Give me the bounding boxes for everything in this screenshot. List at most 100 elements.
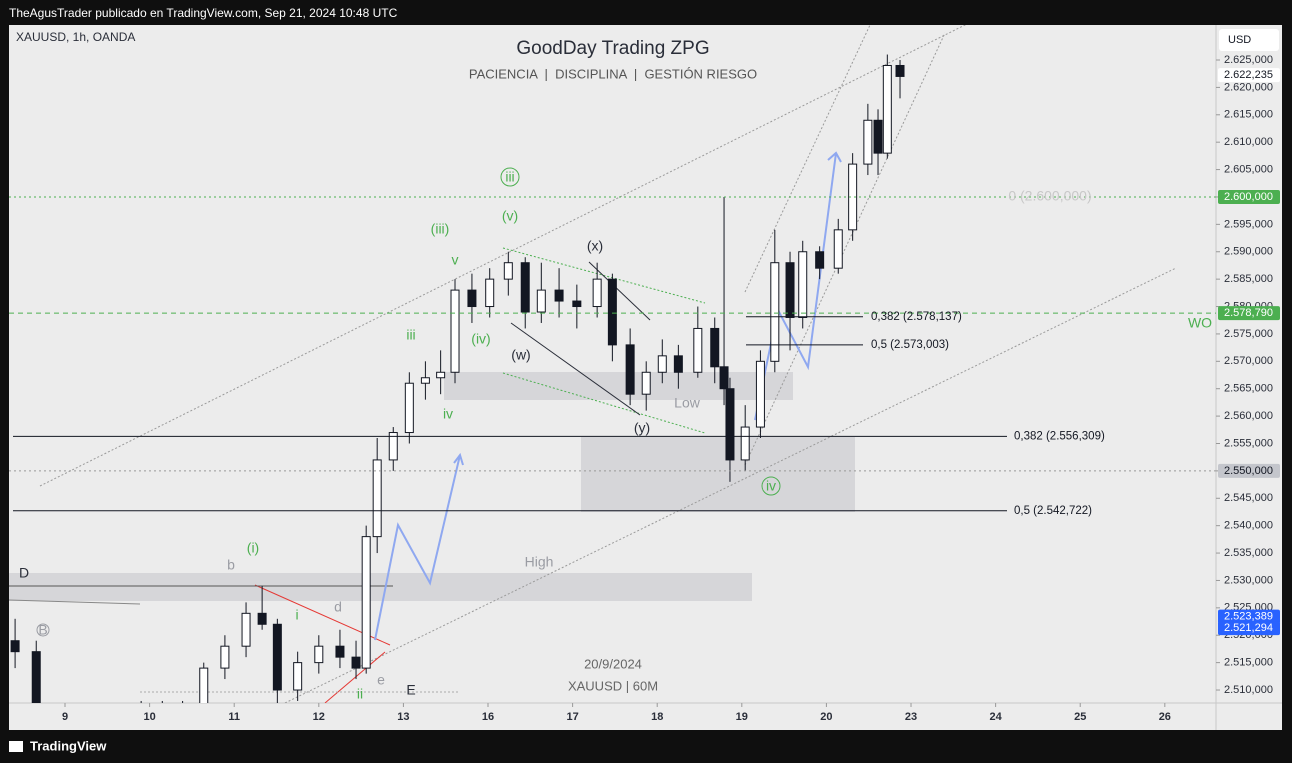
y-tick-label: 2.625,000 <box>1224 54 1273 66</box>
brand: TradingView <box>9 738 107 753</box>
candle-body <box>436 371 446 379</box>
candle-body <box>272 623 282 691</box>
y-tick-label: 2.570,000 <box>1224 355 1273 367</box>
x-tick-label: 18 <box>651 711 663 723</box>
wave-label: E <box>406 682 415 698</box>
candle-body <box>863 119 873 165</box>
candle-body <box>848 163 858 231</box>
chart-subtitle: PACIENCIA | DISCIPLINA | GESTIÓN RIESGO <box>469 66 757 81</box>
x-tick-label: 25 <box>1074 711 1086 723</box>
candle-body <box>815 251 825 269</box>
wave-label: ii <box>357 686 363 702</box>
candle-body <box>420 377 430 384</box>
y-tick-label: 2.510,000 <box>1224 684 1273 696</box>
logo <box>9 741 23 752</box>
wave-label: (y) <box>634 420 650 436</box>
price-label-box <box>1218 463 1280 478</box>
zone <box>9 573 752 601</box>
candle-body <box>719 366 729 390</box>
level-label: WO <box>1188 315 1212 331</box>
level-label: 0 (2.600,000) <box>1008 188 1091 204</box>
y-tick-label: 2.540,000 <box>1224 520 1273 532</box>
price-label: 2.622,235 <box>1224 69 1273 81</box>
candle-body <box>873 119 883 154</box>
y-tick-label: 2.620,000 <box>1224 81 1273 93</box>
candle-body <box>31 651 41 703</box>
wave-label: iv <box>766 478 776 494</box>
currency-box[interactable] <box>1219 29 1279 51</box>
fib-label: 0,382 (2.556,309) <box>1014 430 1105 442</box>
y-tick-label: 2.555,000 <box>1224 437 1273 449</box>
y-tick-label: 2.615,000 <box>1224 109 1273 121</box>
price-label: 2.550,000 <box>1224 465 1273 477</box>
wave-label: (iv) <box>471 331 490 347</box>
wave-label: D <box>19 565 29 581</box>
wave-label: iii <box>505 169 514 185</box>
wave-label: (w) <box>511 347 530 363</box>
candle-body <box>895 64 905 77</box>
candle-body <box>592 278 602 308</box>
x-tick-label: 23 <box>905 711 917 723</box>
annotations: D E (i) b i d ii e iii iv v (iii) (iv) (… <box>19 169 1212 702</box>
price-label-box <box>1218 621 1280 636</box>
y-tick-label: 2.565,000 <box>1224 383 1273 395</box>
price-label: 2.523,389 <box>1224 611 1273 623</box>
x-tick-label: 13 <box>397 711 409 723</box>
candle-body <box>554 289 564 302</box>
candle-body <box>755 360 765 428</box>
wedge-line <box>502 372 706 434</box>
candle-body <box>536 289 546 313</box>
candle-body <box>450 289 460 373</box>
y-tick-label: 2.535,000 <box>1224 547 1273 559</box>
x-tick-label: 17 <box>566 711 578 723</box>
channel-line <box>744 32 946 466</box>
candle-body <box>607 278 617 346</box>
fib-label: 0,5 (2.573,003) <box>871 339 949 351</box>
candle-body <box>388 432 398 461</box>
candle-body <box>785 262 795 318</box>
wave-label: (i) <box>247 540 259 556</box>
candle-body <box>673 355 683 373</box>
publish-header: TheAgusTrader publicado en TradingView.c… <box>9 6 398 20</box>
candle-body <box>293 662 303 691</box>
currency[interactable]: USD <box>1228 34 1251 46</box>
candle-body <box>833 229 843 269</box>
chart-title: GoodDay Trading ZPG <box>516 38 709 59</box>
price-label-box <box>1218 189 1280 204</box>
candle-body <box>882 64 892 154</box>
candle-body <box>503 262 513 280</box>
y-tick-label: 2.590,000 <box>1224 246 1273 258</box>
y-tick-label: 2.595,000 <box>1224 218 1273 230</box>
candle-body <box>693 327 703 373</box>
watermark: 20/9/2024 <box>584 656 642 671</box>
candle-body <box>520 262 530 313</box>
candle-body <box>725 388 735 461</box>
wave-label: e <box>377 672 385 688</box>
x-tick-label: 19 <box>736 711 748 723</box>
candle-body <box>314 645 324 664</box>
zone <box>444 372 793 400</box>
plot-area <box>9 25 1216 703</box>
price-label-box <box>1218 609 1280 624</box>
wave-label: b <box>227 557 235 573</box>
candle-body <box>351 656 361 669</box>
candle-body <box>625 344 635 395</box>
wedge-line <box>502 247 706 304</box>
candle-body <box>641 371 651 395</box>
symbol: XAUUSD, 1h, OANDA <box>16 30 135 44</box>
y-tick-label: 2.610,000 <box>1224 136 1273 148</box>
candle-body <box>572 300 582 308</box>
channel-line <box>284 267 1177 703</box>
zone-label: Low <box>674 395 701 411</box>
x-tick-label: 24 <box>989 711 1002 723</box>
zone <box>581 437 855 512</box>
candle-body <box>770 262 780 362</box>
x-tick-label: 12 <box>313 711 325 723</box>
wave-label: i <box>295 607 298 623</box>
wave-label: (iii) <box>431 221 450 237</box>
price-label: 2.600,000 <box>1224 191 1273 203</box>
candle-body <box>710 327 720 368</box>
candle-body <box>467 289 477 308</box>
candle-body <box>257 612 267 625</box>
